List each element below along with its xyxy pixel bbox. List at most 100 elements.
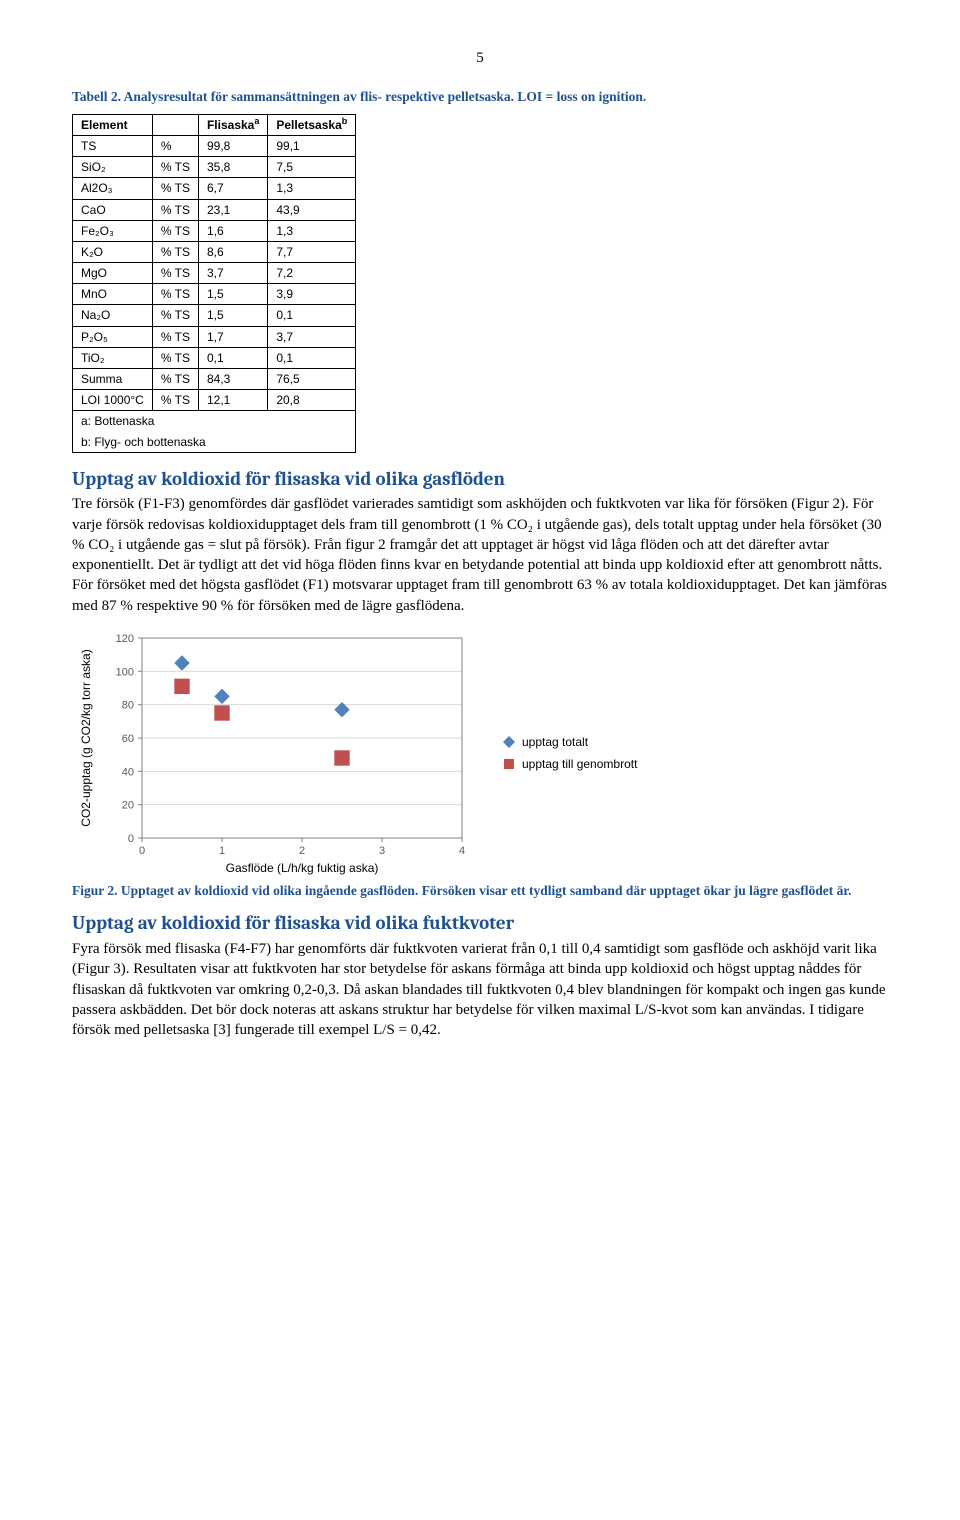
- svg-text:60: 60: [122, 733, 134, 745]
- svg-text:20: 20: [122, 800, 134, 812]
- table-row: LOI 1000°C% TS12,120,8: [73, 390, 356, 411]
- th-pelletsaska: Pelletsaskab: [268, 114, 356, 135]
- table-cell: % TS: [152, 157, 198, 178]
- chart-legend: upptag totalt upptag till genombrott: [502, 728, 637, 778]
- legend-item: upptag till genombrott: [502, 756, 637, 772]
- table-cell: 35,8: [198, 157, 267, 178]
- footnote-b: b: Flyg- och bottenaska: [73, 432, 356, 453]
- table-cell: CaO: [73, 199, 153, 220]
- table-cell: Al2O₃: [73, 178, 153, 199]
- table-cell: 1,3: [268, 178, 356, 199]
- section2-body: Fyra försök med flisaska (F4-F7) har gen…: [72, 939, 888, 1040]
- section2-title: Upptag av koldioxid för flisaska vid oli…: [72, 911, 888, 937]
- page-number: 5: [72, 48, 888, 68]
- table-cell: P₂O₅: [73, 326, 153, 347]
- section1-body: Tre försök (F1-F3) genomfördes där gasfl…: [72, 494, 888, 616]
- table-cell: % TS: [152, 284, 198, 305]
- table-cell: Fe₂O₃: [73, 220, 153, 241]
- table-cell: 84,3: [198, 369, 267, 390]
- table-cell: MgO: [73, 263, 153, 284]
- table-cell: 7,2: [268, 263, 356, 284]
- table-row: MnO% TS1,53,9: [73, 284, 356, 305]
- th-flisaska: Flisaskaa: [198, 114, 267, 135]
- table-cell: 12,1: [198, 390, 267, 411]
- table-cell: TS: [73, 135, 153, 156]
- table-cell: 99,1: [268, 135, 356, 156]
- svg-text:0: 0: [128, 833, 134, 845]
- table-caption: Tabell 2. Analysresultat för sammansättn…: [72, 88, 888, 106]
- table-cell: % TS: [152, 390, 198, 411]
- table-cell: % TS: [152, 241, 198, 262]
- table-cell: 7,7: [268, 241, 356, 262]
- table-cell: % TS: [152, 263, 198, 284]
- table-cell: 1,6: [198, 220, 267, 241]
- table-row: Fe₂O₃% TS1,61,3: [73, 220, 356, 241]
- table-cell: % TS: [152, 369, 198, 390]
- table-cell: Na₂O: [73, 305, 153, 326]
- table-cell: 20,8: [268, 390, 356, 411]
- table-row: P₂O₅% TS1,73,7: [73, 326, 356, 347]
- table-cell: 1,3: [268, 220, 356, 241]
- footnote-a: a: Bottenaska: [73, 411, 356, 432]
- scatter-chart: 0 20 40 60 80 100 120 0 1 2 3 4 Gasflöde (L/h/kg fuk…: [72, 628, 472, 878]
- analysis-table: Element Flisaskaa Pelletsaskab TS%99,899…: [72, 114, 356, 453]
- table-cell: % TS: [152, 199, 198, 220]
- table-cell: K₂O: [73, 241, 153, 262]
- table-cell: Summa: [73, 369, 153, 390]
- table-row: CaO% TS23,143,9: [73, 199, 356, 220]
- svg-text:0: 0: [139, 845, 145, 857]
- table-cell: 7,5: [268, 157, 356, 178]
- table-cell: 76,5: [268, 369, 356, 390]
- svg-text:CO2-upptag (g CO2/kg torr aska: CO2-upptag (g CO2/kg torr aska): [79, 649, 93, 826]
- svg-text:40: 40: [122, 766, 134, 778]
- table-row: TS%99,899,1: [73, 135, 356, 156]
- svg-text:3: 3: [379, 845, 385, 857]
- table-cell: 3,7: [198, 263, 267, 284]
- svg-text:1: 1: [219, 845, 225, 857]
- table-cell: 23,1: [198, 199, 267, 220]
- table-cell: 43,9: [268, 199, 356, 220]
- th-element: Element: [73, 114, 153, 135]
- table-cell: 1,7: [198, 326, 267, 347]
- table-cell: 0,1: [268, 347, 356, 368]
- table-cell: % TS: [152, 326, 198, 347]
- table-row: Summa% TS84,376,5: [73, 369, 356, 390]
- table-row: K₂O% TS8,67,7: [73, 241, 356, 262]
- table-cell: MnO: [73, 284, 153, 305]
- svg-text:Gasflöde (L/h/kg fuktig aska): Gasflöde (L/h/kg fuktig aska): [226, 861, 379, 875]
- legend-item: upptag totalt: [502, 734, 637, 750]
- table-cell: 1,5: [198, 305, 267, 326]
- table-cell: LOI 1000°C: [73, 390, 153, 411]
- table-cell: 6,7: [198, 178, 267, 199]
- svg-text:100: 100: [116, 666, 134, 678]
- table-cell: % TS: [152, 305, 198, 326]
- table-row: Al2O₃% TS6,71,3: [73, 178, 356, 199]
- table-row: MgO% TS3,77,2: [73, 263, 356, 284]
- th-unit: [152, 114, 198, 135]
- table-header-row: Element Flisaskaa Pelletsaskab: [73, 114, 356, 135]
- table-row: Na₂O% TS1,50,1: [73, 305, 356, 326]
- table-cell: 1,5: [198, 284, 267, 305]
- table-row: SiO₂% TS35,87,5: [73, 157, 356, 178]
- table-cell: 0,1: [198, 347, 267, 368]
- section1-title: Upptag av koldioxid för flisaska vid oli…: [72, 467, 888, 493]
- table-cell: 0,1: [268, 305, 356, 326]
- table-cell: % TS: [152, 347, 198, 368]
- table-cell: SiO₂: [73, 157, 153, 178]
- svg-text:2: 2: [299, 845, 305, 857]
- table-cell: TiO₂: [73, 347, 153, 368]
- table-cell: 3,7: [268, 326, 356, 347]
- chart-container: 0 20 40 60 80 100 120 0 1 2 3 4 Gasflöde (L/h/kg fuk…: [72, 628, 888, 878]
- table-cell: 99,8: [198, 135, 267, 156]
- legend-label: upptag totalt: [522, 734, 588, 750]
- svg-text:120: 120: [116, 633, 134, 645]
- figure2-caption: Figur 2. Upptaget av koldioxid vid olika…: [72, 882, 888, 900]
- table-row: TiO₂% TS0,10,1: [73, 347, 356, 368]
- svg-text:4: 4: [459, 845, 465, 857]
- table-cell: 3,9: [268, 284, 356, 305]
- table-cell: 8,6: [198, 241, 267, 262]
- table-cell: % TS: [152, 220, 198, 241]
- table-cell: %: [152, 135, 198, 156]
- svg-text:80: 80: [122, 700, 134, 712]
- legend-label: upptag till genombrott: [522, 756, 637, 772]
